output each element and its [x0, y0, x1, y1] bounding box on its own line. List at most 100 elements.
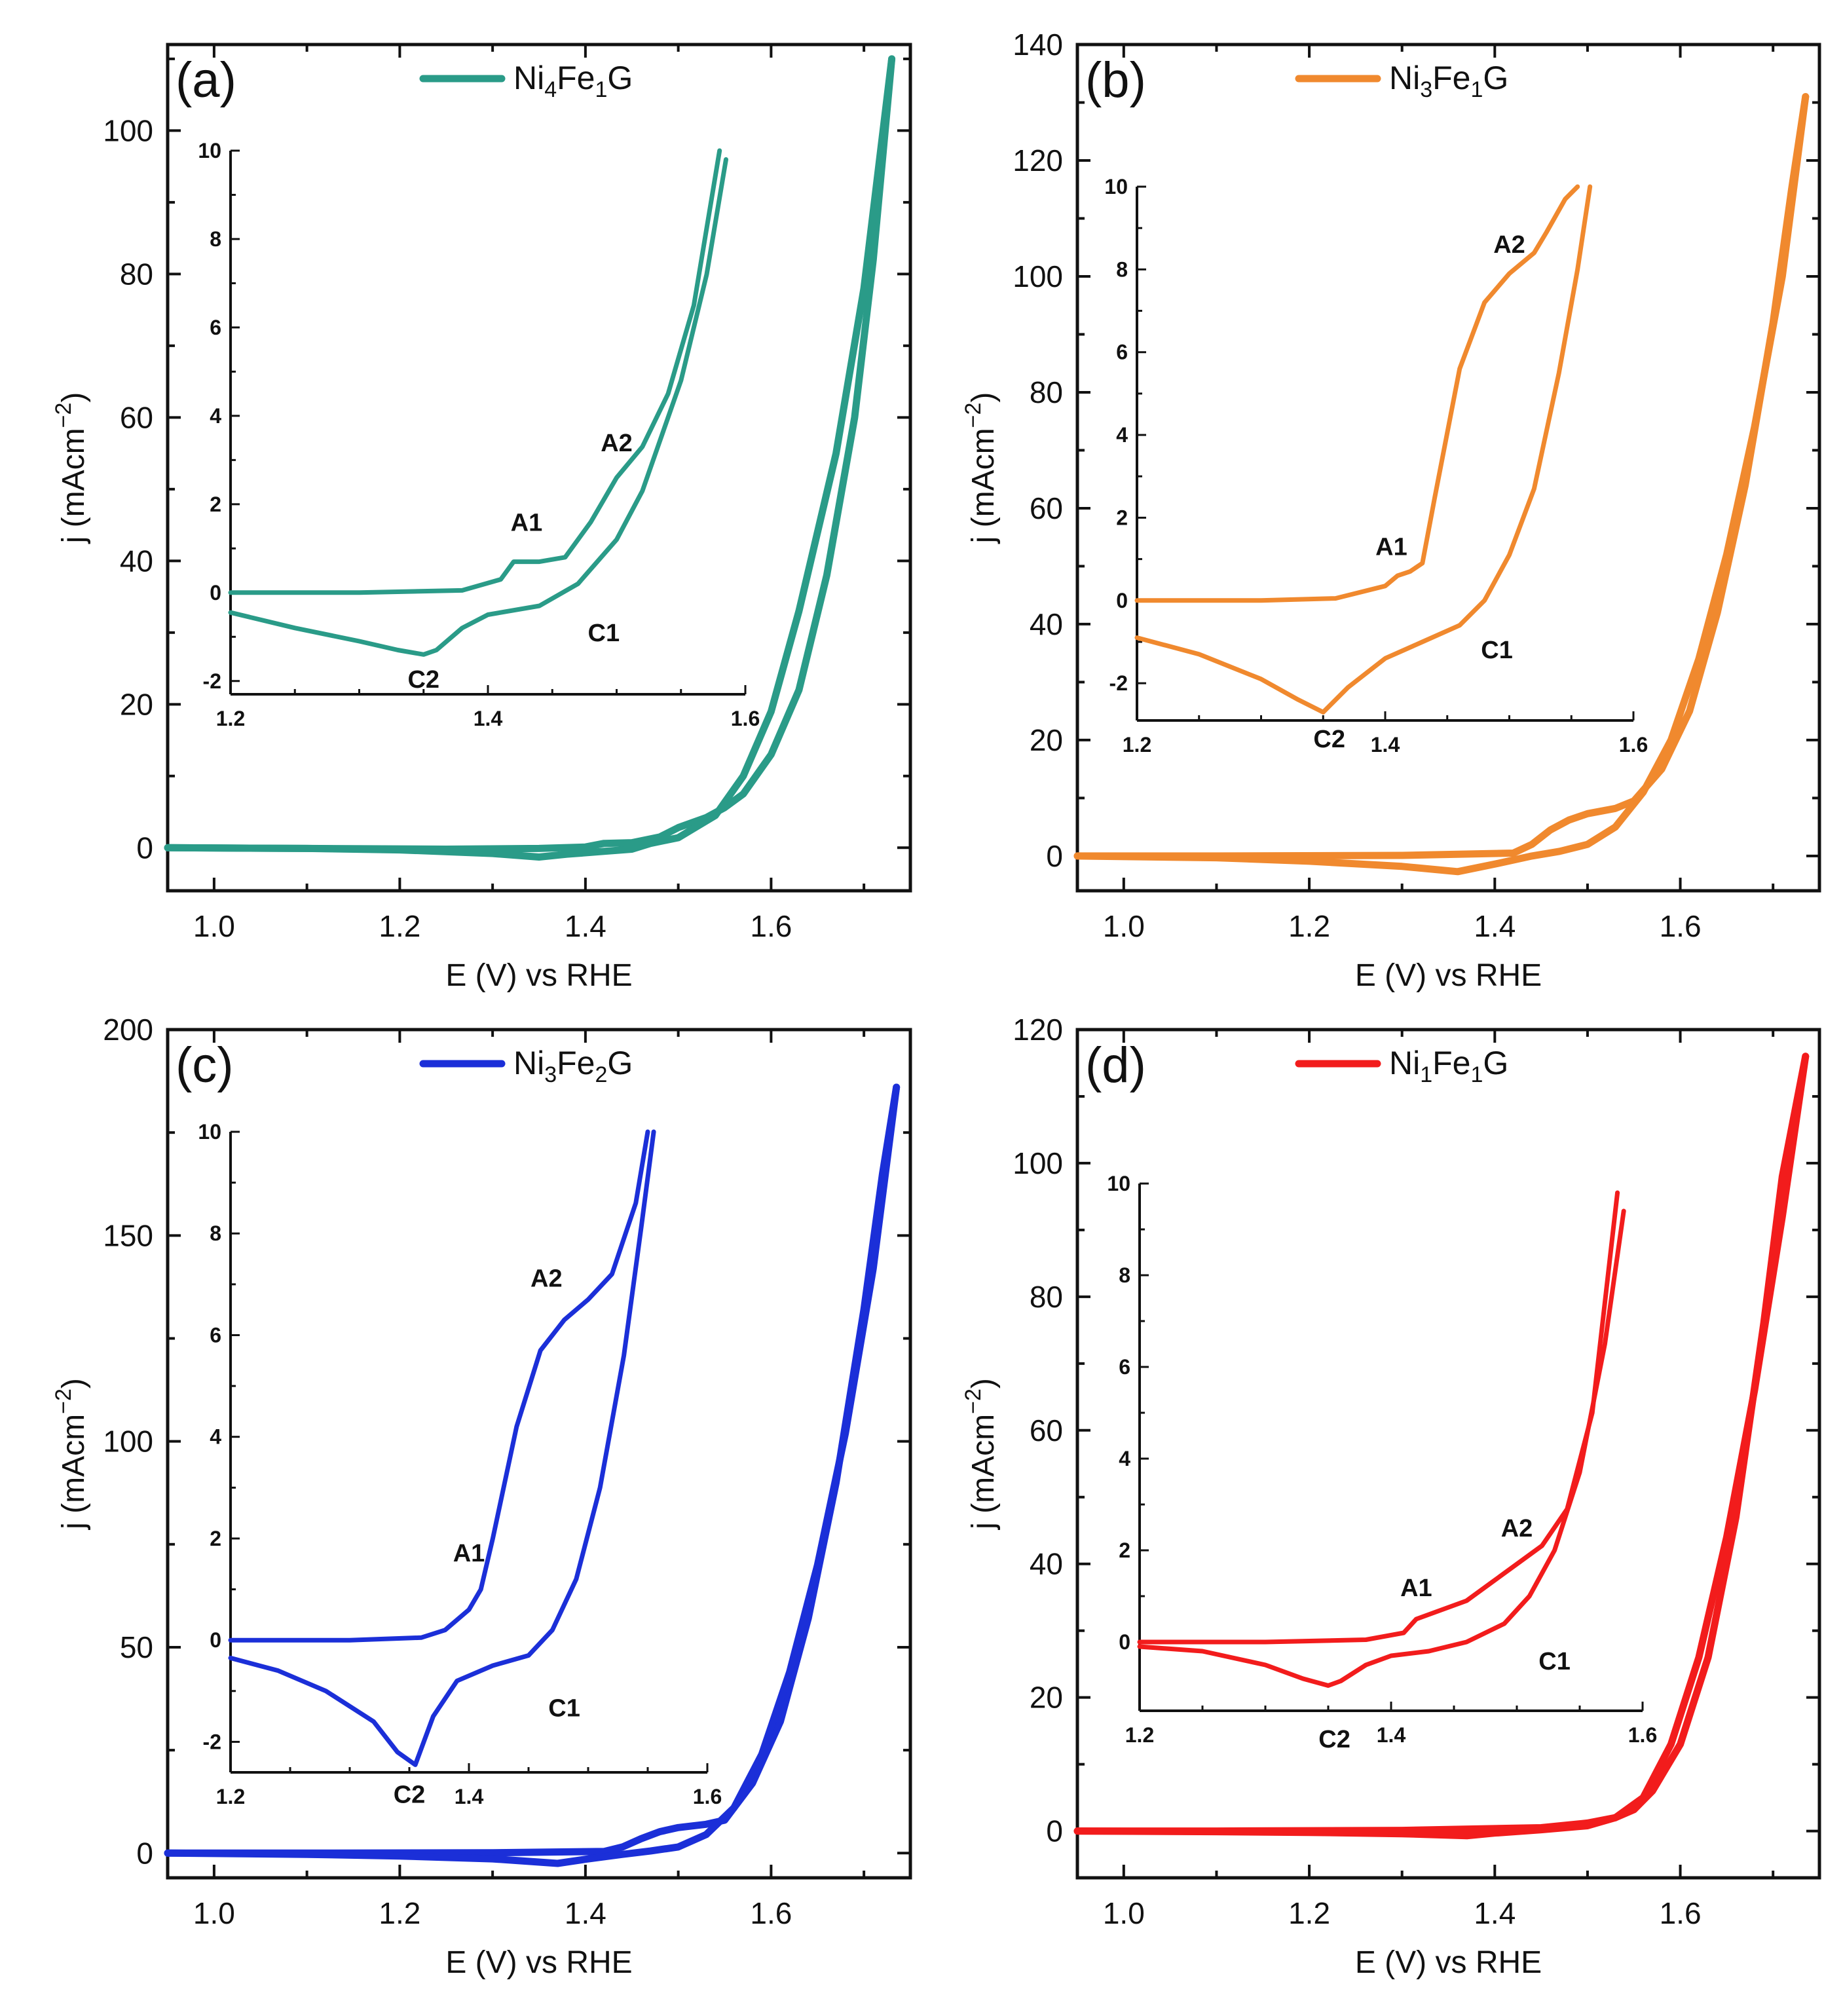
x-tick-label: 1.0	[193, 1896, 235, 1930]
cv-forward-scan	[164, 1083, 901, 1857]
legend-label: Ni3Fe2G	[513, 1045, 633, 1087]
x-tick-label: 1.0	[1103, 1896, 1145, 1930]
plot-frame	[166, 43, 912, 893]
y-tick-label: 100	[103, 113, 153, 147]
legend-label: Ni1Fe1G	[1389, 1045, 1508, 1087]
inset-c: 1.2 1.4 1.6 -2 0 2 4 6 8 10 A1 A2 C1 C2	[198, 1120, 722, 1809]
inset-y-tick-label: 2	[210, 493, 221, 516]
inset-x-tick-label: 1.6	[731, 707, 760, 730]
y-tick-label: 140	[1013, 28, 1063, 62]
y-axis-title-close: )	[56, 392, 91, 403]
legend-suffix: G	[607, 1045, 633, 1081]
x-tick-label: 1.4	[1474, 1896, 1516, 1930]
inset-y-tick-label: 4	[1116, 423, 1128, 447]
inset-y-tick-label: 0	[210, 1628, 221, 1652]
legend-sample: Ni	[513, 60, 544, 96]
peak-label-c2: C2	[1318, 1726, 1350, 1753]
cv-forward-scan	[1073, 93, 1810, 860]
cv-reverse-scan	[1073, 1053, 1810, 1840]
y-axis-title: j (mAcm−2)	[51, 392, 91, 545]
inset-y-tick-label: 2	[1116, 506, 1128, 529]
x-tick-label: 1.2	[1288, 1896, 1330, 1930]
legend-mid: Fe	[1432, 1045, 1470, 1081]
y-tick-label: 20	[120, 687, 153, 721]
inset-x-tick-label: 1.2	[216, 1785, 245, 1808]
inset-x-tick-label: 1.6	[1619, 733, 1648, 756]
inset-y-tick-label: 4	[1119, 1447, 1130, 1470]
inset-y-tick-label: 10	[198, 1120, 221, 1144]
cv-reverse-scan	[1073, 93, 1810, 876]
inset-reverse-scan	[228, 157, 728, 657]
y-tick-label: 80	[1030, 375, 1063, 409]
x-tick-label: 1.2	[379, 909, 420, 943]
inset-y-tick-label: 2	[1119, 1539, 1130, 1562]
inset-forward-scan	[228, 1129, 650, 1643]
inset-y-tick-label: 0	[1116, 589, 1128, 612]
plot-frame	[166, 1028, 912, 1880]
inset-y-tick-label: -2	[203, 1730, 221, 1753]
x-tick-label: 1.4	[565, 909, 606, 943]
peak-label-a1: A1	[511, 509, 543, 536]
x-axis-title: E (V) vs RHE	[445, 1945, 632, 1980]
peak-label-a2: A2	[601, 430, 633, 457]
y-tick-label: 80	[1030, 1280, 1063, 1314]
inset-x-tick-label: 1.4	[474, 707, 503, 730]
y-axis-title: j (mAcm−2)	[51, 1378, 91, 1531]
legend-n2: 1	[1471, 77, 1483, 102]
panel-label: (a)	[176, 52, 236, 108]
x-tick-label: 1.6	[750, 1896, 792, 1930]
inset-y-tick-label: -2	[1109, 671, 1128, 695]
inset-x-tick-label: 1.4	[455, 1785, 484, 1808]
inset-x-tick-label: 1.2	[216, 707, 245, 730]
y-axis-title: j (mAcm−2)	[961, 1378, 1001, 1531]
peak-label-c1: C1	[1538, 1648, 1571, 1675]
inset-reverse-scan	[1134, 184, 1593, 715]
y-tick-label: 120	[1013, 1013, 1063, 1047]
y-axis-title-superscript: −2	[961, 403, 986, 428]
peak-label-c1: C1	[1481, 637, 1513, 664]
inset-forward-scan	[228, 148, 722, 595]
plot-frame	[1075, 43, 1821, 893]
peak-label-a2: A2	[1493, 231, 1525, 259]
inset-forward-scan	[1134, 184, 1580, 603]
y-tick-label: 100	[1013, 1146, 1063, 1180]
cv-forward-scan	[164, 55, 896, 853]
inset-y-tick-label: 4	[210, 1425, 221, 1449]
y-tick-label: 100	[103, 1425, 153, 1459]
legend-suffix: G	[1483, 60, 1508, 96]
y-tick-label: 20	[1030, 1681, 1063, 1715]
legend-n2: 2	[595, 1062, 608, 1087]
inset-x-tick-label: 1.6	[693, 1785, 722, 1808]
y-axis-title-superscript: −2	[51, 403, 76, 428]
legend-sample: Ni	[1389, 60, 1420, 96]
peak-label-c2: C2	[407, 666, 439, 694]
y-tick-label: 150	[103, 1218, 153, 1252]
inset-x-tick-label: 1.4	[1377, 1723, 1406, 1747]
inset-reverse-scan	[1137, 1208, 1626, 1688]
x-tick-label: 1.0	[1103, 909, 1145, 943]
legend-mid: Fe	[1432, 60, 1470, 96]
peak-label-a2: A2	[1501, 1515, 1533, 1542]
y-axis-title: j (mAcm−2)	[961, 392, 1001, 545]
y-axis-title-close: )	[56, 1378, 91, 1389]
peak-label-c1: C1	[548, 1695, 580, 1723]
peak-label-a1: A1	[1375, 533, 1407, 561]
y-tick-label: 0	[1046, 1814, 1063, 1848]
y-tick-label: 40	[1030, 607, 1063, 641]
inset-x-tick-label: 1.4	[1371, 733, 1400, 756]
x-axis-title: E (V) vs RHE	[1355, 1945, 1542, 1980]
y-axis-title-superscript: −2	[961, 1389, 986, 1414]
plot-frame	[1075, 1028, 1821, 1880]
y-tick-label: 0	[136, 831, 153, 865]
inset-reverse-scan	[228, 1129, 656, 1767]
cv-reverse-scan	[164, 55, 896, 861]
y-tick-label: 100	[1013, 259, 1063, 293]
x-tick-label: 1.6	[1660, 1896, 1702, 1930]
inset-d: 1.2 1.4 1.6 0 2 4 6 8 10 A1 A2 C1 C2	[1107, 1172, 1657, 1753]
legend-sample: Ni	[1389, 1045, 1420, 1081]
y-axis-title-text: j (mAcm	[56, 1414, 91, 1531]
peak-label-c2: C2	[1313, 726, 1345, 753]
